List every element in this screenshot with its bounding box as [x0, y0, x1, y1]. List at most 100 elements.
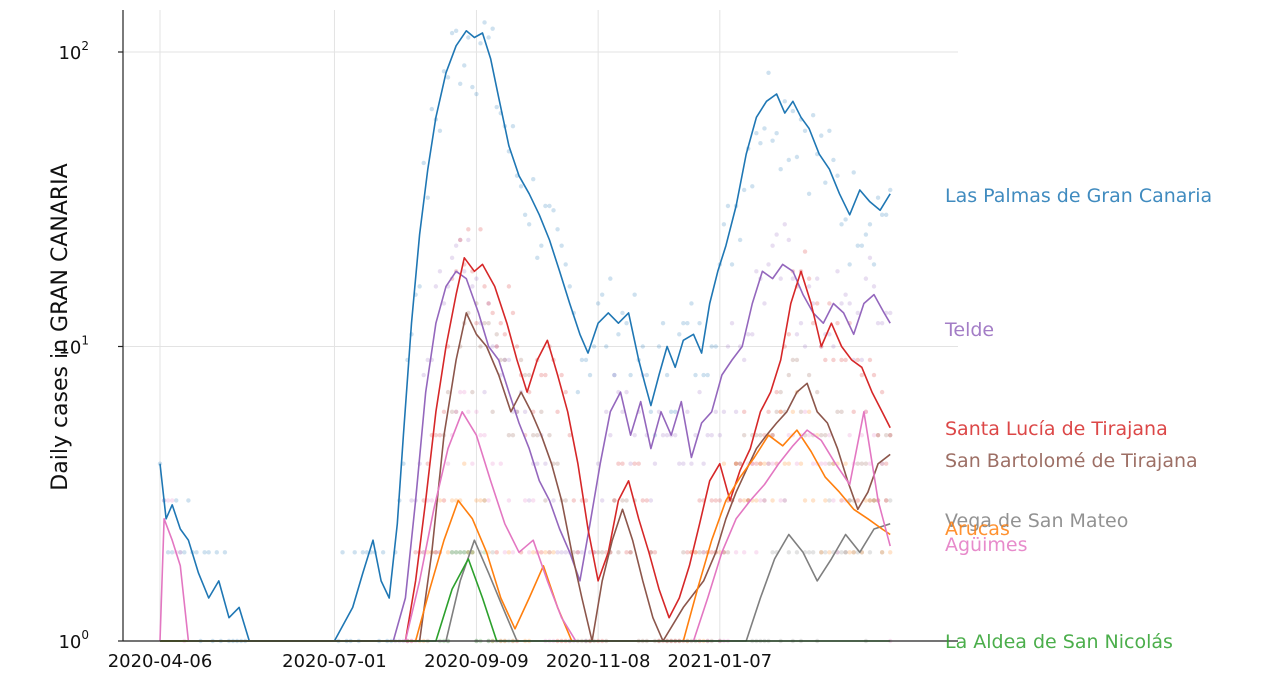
scatter-point — [879, 320, 885, 326]
scatter-point — [790, 108, 796, 114]
scatter-point — [741, 498, 747, 503]
scatter-point — [782, 222, 787, 227]
scatter-point — [758, 498, 763, 503]
scatter-point — [502, 550, 508, 555]
scatter-point — [470, 284, 475, 289]
scatter-point — [786, 432, 792, 438]
scatter-point — [433, 550, 439, 555]
scatter-point — [782, 498, 787, 503]
scatter-point — [681, 550, 686, 555]
x-tick-label-3: 2020-11-08 — [546, 651, 651, 672]
scatter-point — [660, 320, 666, 326]
scatter-point — [879, 212, 885, 218]
scatter-point — [786, 332, 792, 337]
scatter-point — [709, 498, 714, 503]
scatter-point — [433, 284, 439, 289]
scatter-point — [482, 498, 487, 503]
scatter-point — [827, 432, 832, 438]
scatter-point — [498, 461, 503, 466]
scatter-point — [478, 498, 483, 503]
scatter-point — [810, 550, 816, 555]
scatter-point — [794, 461, 800, 466]
scatter-point — [567, 432, 572, 438]
scatter-point — [652, 461, 658, 466]
scatter-point — [437, 498, 443, 503]
scatter-point — [766, 262, 771, 267]
scatter-point — [202, 550, 207, 555]
scatter-point — [737, 498, 743, 503]
scatter-point — [478, 432, 483, 438]
scatter-point — [458, 237, 463, 243]
scatter-point — [693, 432, 698, 438]
scatter-point — [754, 269, 759, 274]
scatter-point — [453, 28, 459, 34]
series-label-0: Las Palmas de Gran Canaria — [945, 185, 1212, 207]
scatter-point — [466, 237, 471, 243]
scatter-point — [802, 128, 808, 134]
scatter-point — [433, 550, 439, 555]
scatter-point — [169, 498, 175, 503]
scatter-point — [839, 550, 844, 555]
scatter-point — [888, 187, 893, 193]
scatter-point — [632, 292, 637, 297]
scatter-point — [559, 550, 564, 555]
scatter-point — [685, 409, 690, 415]
scatter-point — [786, 461, 792, 466]
scatter-point — [425, 498, 430, 503]
scatter-point — [575, 389, 581, 395]
scatter-point — [445, 389, 451, 395]
scatter-point — [888, 432, 893, 438]
scatter-point — [746, 332, 751, 337]
scatter-point — [470, 389, 475, 395]
scatter-point — [689, 301, 694, 306]
scatter-point — [608, 276, 613, 281]
scatter-point — [453, 409, 459, 415]
scatter-point — [417, 284, 422, 289]
scatter-point — [352, 550, 357, 555]
scatter-point — [806, 409, 812, 415]
scatter-point — [506, 498, 512, 503]
scatter-point — [871, 498, 877, 503]
scatter-point — [478, 344, 483, 349]
scatter-point — [888, 310, 893, 316]
scatter-point — [875, 432, 881, 438]
scatter-layer — [157, 20, 893, 644]
scatter-point — [770, 498, 775, 503]
scatter-point — [831, 344, 836, 349]
scatter-point — [433, 432, 439, 438]
scatter-point — [445, 461, 451, 466]
scatter-point — [531, 176, 536, 182]
scatter-point — [863, 276, 869, 281]
scatter-point — [790, 409, 796, 415]
scatter-point — [547, 550, 552, 555]
series-label-3: San Bartolomé de Tirajana — [945, 450, 1198, 472]
scatter-point — [458, 389, 463, 395]
scatter-point — [847, 262, 852, 267]
scatter-point — [709, 550, 714, 555]
scatter-point — [733, 461, 739, 466]
scatter-point — [222, 550, 228, 555]
scatter-point — [474, 498, 479, 503]
scatter-point — [875, 432, 881, 438]
scatter-point — [778, 409, 783, 415]
scatter-point — [750, 332, 755, 337]
scatter-point — [482, 389, 487, 395]
scatter-point — [806, 432, 812, 438]
scatter-point — [859, 432, 865, 438]
scatter-point — [794, 332, 800, 337]
scatter-point — [883, 498, 889, 503]
scatter-point — [831, 157, 836, 163]
scatter-point — [466, 35, 471, 40]
scatter-point — [510, 432, 516, 438]
scatter-point — [599, 550, 605, 555]
series-label-6: Agüimes — [945, 534, 1027, 556]
scatter-point — [778, 389, 783, 395]
scatter-point — [758, 432, 763, 438]
scatter-point — [462, 269, 467, 274]
scatter-point — [547, 203, 552, 209]
scatter-point — [441, 301, 447, 306]
scatter-point — [867, 550, 873, 555]
scatter-point — [806, 284, 812, 289]
scatter-point — [449, 550, 455, 555]
